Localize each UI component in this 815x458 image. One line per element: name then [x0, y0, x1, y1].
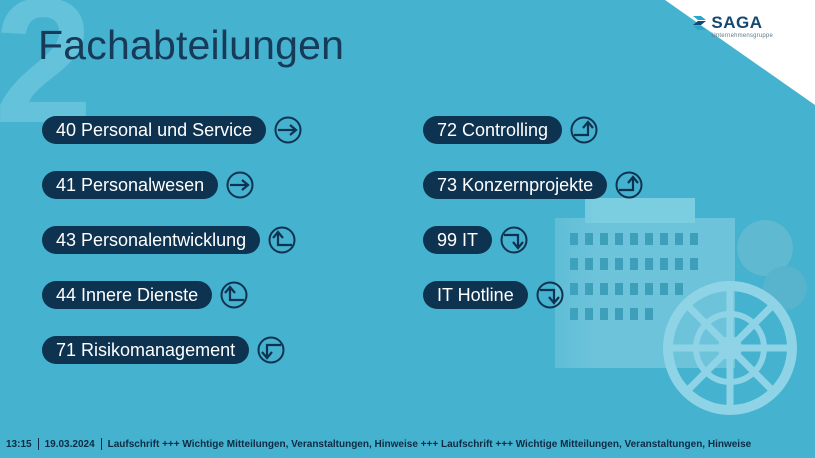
dept-item: 71 Risikomanagement — [42, 336, 285, 364]
dept-label: 99 IT — [423, 226, 493, 254]
logo-corner — [665, 0, 815, 105]
arrow-up-left-icon — [220, 281, 248, 309]
arrow-down-right-icon — [500, 226, 528, 254]
dept-label: 73 Konzernprojekte — [423, 171, 608, 199]
arrow-down-right-icon — [536, 281, 564, 309]
ticker-date: 19.03.2024 — [44, 438, 95, 450]
dept-label: 40 Personal und Service — [42, 116, 267, 144]
dept-item: 40 Personal und Service — [42, 116, 302, 144]
page-title: Fachabteilungen — [38, 22, 345, 68]
dept-item: 99 IT — [423, 226, 528, 254]
dept-label: IT Hotline — [423, 281, 528, 309]
dept-item: 43 Personalentwicklung — [42, 226, 296, 254]
dept-label: 72 Controlling — [423, 116, 563, 144]
saga-logo-icon — [693, 16, 707, 30]
ticker-divider — [100, 438, 102, 450]
dept-item: IT Hotline — [423, 281, 564, 309]
news-ticker: 13:15 19.03.2024 Laufschrift +++ Wichtig… — [0, 430, 815, 458]
dept-label: 71 Risikomanagement — [42, 336, 250, 364]
arrow-down-left-icon — [257, 336, 285, 364]
arrow-up-right-icon — [570, 116, 598, 144]
ticker-divider — [37, 438, 39, 450]
arrow-right-icon — [274, 116, 302, 144]
logo-subtitle: Unternehmensgruppe — [711, 33, 773, 39]
arrow-up-right-icon — [615, 171, 643, 199]
saga-logo: SAGA Unternehmensgruppe — [691, 14, 773, 39]
dept-label: 44 Innere Dienste — [42, 281, 213, 309]
dept-item: 73 Konzernprojekte — [423, 171, 643, 199]
building-photo — [475, 178, 815, 428]
logo-name: SAGA — [711, 13, 763, 32]
arrow-right-icon — [226, 171, 254, 199]
ticker-time: 13:15 — [6, 438, 32, 450]
arrow-up-left-icon — [268, 226, 296, 254]
dept-item: 41 Personalwesen — [42, 171, 254, 199]
dept-label: 41 Personalwesen — [42, 171, 219, 199]
dept-item: 44 Innere Dienste — [42, 281, 248, 309]
ticker-text: Laufschrift +++ Wichtige Mitteilungen, V… — [107, 438, 752, 450]
dept-label: 43 Personalentwicklung — [42, 226, 261, 254]
dept-item: 72 Controlling — [423, 116, 598, 144]
